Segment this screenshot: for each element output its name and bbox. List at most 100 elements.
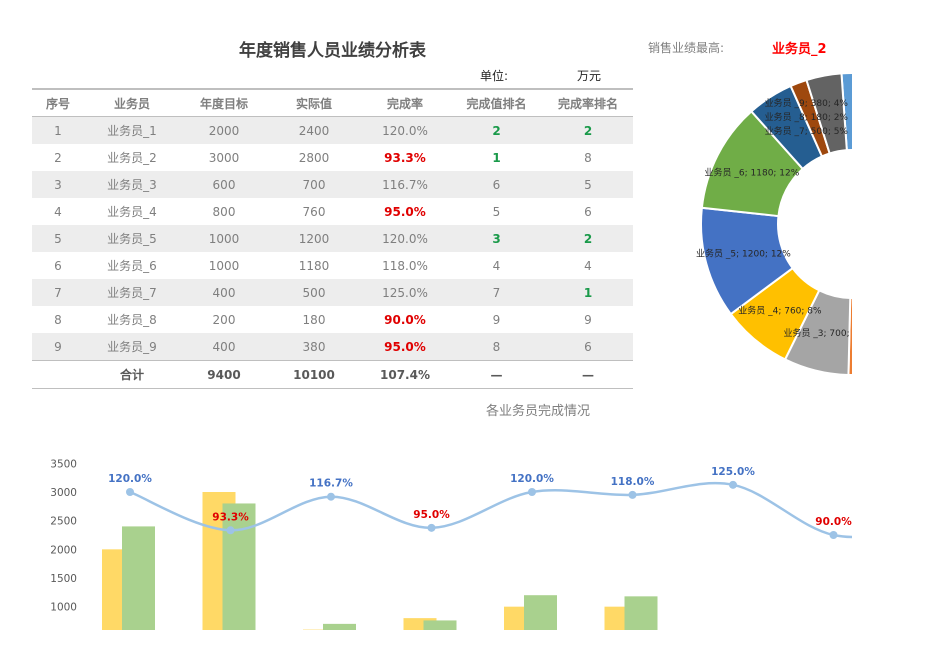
cell-no: 2 bbox=[54, 150, 62, 165]
cell-value-rank: 3 bbox=[450, 225, 543, 252]
best-performer-value: 业务员_2 bbox=[772, 42, 827, 57]
table-row: 6 业务员_6 1000 1180 118.0% 4 4 bbox=[32, 252, 633, 279]
y-tick-label: 2500 bbox=[50, 516, 77, 528]
header-actual: 实际值 bbox=[268, 88, 360, 117]
rate-point bbox=[126, 488, 134, 496]
cell-value-rank: 2 bbox=[450, 116, 543, 144]
cell-rate-rank: 6 bbox=[543, 333, 633, 361]
cell-value-rank: 5 bbox=[492, 204, 501, 219]
cell-name: 业务员_9 bbox=[84, 333, 180, 361]
total-label: 合计 bbox=[84, 360, 180, 389]
cell-name: 业务员_5 bbox=[84, 225, 180, 252]
total-target: 9400 bbox=[180, 360, 268, 389]
table-row: 8 业务员_8 200 180 90.0% 9 9 bbox=[32, 306, 633, 333]
cell-name: 业务员_1 bbox=[84, 116, 180, 144]
actual-bar bbox=[624, 596, 658, 630]
cell-target: 1000 bbox=[180, 225, 268, 252]
cell-name: 业务员_3 bbox=[84, 171, 180, 198]
cell-rate-rank: 8 bbox=[584, 150, 592, 165]
cell-value-rank: 8 bbox=[450, 333, 543, 361]
actual-bar bbox=[222, 503, 256, 630]
total-value-rank: — bbox=[450, 360, 543, 389]
cell-actual: 1200 bbox=[268, 225, 360, 252]
y-tick-label: 1500 bbox=[50, 573, 77, 585]
cell-rate: 125.0% bbox=[360, 279, 450, 306]
rate-data-label: 116.7% bbox=[309, 478, 353, 490]
cell-rate-rank: 1 bbox=[543, 279, 633, 306]
target-bar bbox=[403, 618, 437, 630]
cell-actual: 380 bbox=[268, 333, 360, 361]
rate-data-label: 125.0% bbox=[711, 466, 755, 478]
donut-slice bbox=[805, 72, 848, 155]
total-empty bbox=[32, 360, 84, 389]
cell-name: 业务员_6 bbox=[107, 259, 157, 273]
table-header: 序号 业务员 年度目标 实际值 完成率 完成值排名 完成率排名 bbox=[32, 88, 633, 117]
cell-actual: 180 bbox=[302, 312, 326, 327]
cell-rate: 95.0% bbox=[360, 333, 450, 361]
cell-no: 8 bbox=[54, 312, 62, 327]
cell-actual: 2400 bbox=[268, 116, 360, 144]
rate-point bbox=[528, 488, 536, 496]
cell-no: 7 bbox=[32, 279, 84, 306]
cell-rate: 120.0% bbox=[360, 116, 450, 144]
cell-value-rank: 6 bbox=[450, 171, 543, 198]
cell-rate-rank: 2 bbox=[543, 225, 633, 252]
cell-rate-rank: 5 bbox=[543, 171, 633, 198]
cell-target: 600 bbox=[180, 171, 268, 198]
chart-title: 各业务员完成情况 bbox=[486, 403, 590, 419]
cell-rate: 95.0% bbox=[384, 204, 426, 219]
cell-no: 1 bbox=[32, 116, 84, 144]
cell-actual: 2800 bbox=[298, 150, 330, 165]
cell-name: 业务员_4 bbox=[107, 205, 157, 219]
donut-data-label: 业务员 _9; 380; 4% bbox=[765, 97, 849, 109]
page-title: 年度销售人员业绩分析表 bbox=[239, 41, 426, 61]
cell-rate: 93.3% bbox=[384, 150, 426, 165]
cell-value-rank: 9 bbox=[492, 312, 501, 327]
rate-data-label: 120.0% bbox=[108, 473, 152, 485]
donut-data-label: 业务员 _6; 1180; 12% bbox=[705, 167, 800, 179]
y-tick-label: 2000 bbox=[50, 544, 77, 556]
header-name: 业务员 bbox=[84, 88, 180, 117]
rate-data-label: 118.0% bbox=[611, 476, 655, 488]
unit-value: 万元 bbox=[577, 69, 602, 83]
donut-data-label: 业务员 _7; 500; 5% bbox=[765, 125, 849, 137]
actual-bar bbox=[122, 526, 155, 630]
rate-data-label: 93.3% bbox=[212, 511, 249, 523]
rate-data-label: 120.0% bbox=[510, 473, 554, 485]
table-row: 2 业务员_2 3000 2800 93.3% 1 8 bbox=[32, 144, 633, 171]
cell-rate-rank: 6 bbox=[584, 204, 592, 219]
cell-name: 业务员_7 bbox=[84, 279, 180, 306]
cell-rate: 120.0% bbox=[360, 225, 450, 252]
cell-rate-rank: 4 bbox=[584, 258, 592, 273]
rate-point bbox=[628, 490, 637, 499]
actual-bar bbox=[323, 623, 356, 630]
cell-no: 4 bbox=[54, 204, 62, 219]
table-row: 9 业务员_9 400 380 95.0% 8 6 bbox=[32, 333, 633, 361]
cell-no: 9 bbox=[32, 333, 84, 361]
donut-data-label: 业务员 _8; 180; 2% bbox=[765, 111, 849, 123]
total-actual: 10100 bbox=[268, 360, 360, 389]
rate-point bbox=[829, 531, 838, 539]
unit-label: 单位: bbox=[480, 69, 509, 83]
cell-actual: 500 bbox=[268, 279, 360, 306]
y-tick-label: 1000 bbox=[50, 602, 77, 614]
table-row: 1 业务员_1 2000 2400 120.0% 2 2 bbox=[32, 116, 633, 144]
cell-target: 800 bbox=[212, 204, 236, 219]
cell-target: 400 bbox=[180, 279, 268, 306]
combo-chart: 各业务员完成情况500100015002000250030003500120.0… bbox=[50, 403, 852, 630]
rate-point bbox=[427, 523, 436, 532]
cell-name: 业务员_2 bbox=[107, 151, 157, 165]
donut-data-label: 业务员 _3; 700; 7% bbox=[783, 327, 852, 339]
donut-data-label: 业务员 _5; 1200; 12% bbox=[696, 248, 791, 260]
table-row: 4 业务员_4 800 760 95.0% 5 6 bbox=[32, 198, 633, 225]
rate-data-label: 90.0% bbox=[815, 516, 852, 528]
cell-actual: 760 bbox=[302, 204, 326, 219]
donut-data-label: 业务员 _4; 760; 8% bbox=[738, 304, 822, 316]
cell-target: 200 bbox=[212, 312, 236, 327]
donut-chart: 业务员 _3; 700; 7% 业务员 _4; 760; 8% 业务员 _5; 12… bbox=[696, 72, 852, 376]
table-row: 3 业务员_3 600 700 116.7% 6 5 bbox=[32, 171, 633, 198]
cell-rate: 118.0% bbox=[382, 258, 428, 273]
best-performer-label: 销售业绩最高: bbox=[648, 41, 725, 55]
rate-data-label: 95.0% bbox=[413, 509, 450, 521]
